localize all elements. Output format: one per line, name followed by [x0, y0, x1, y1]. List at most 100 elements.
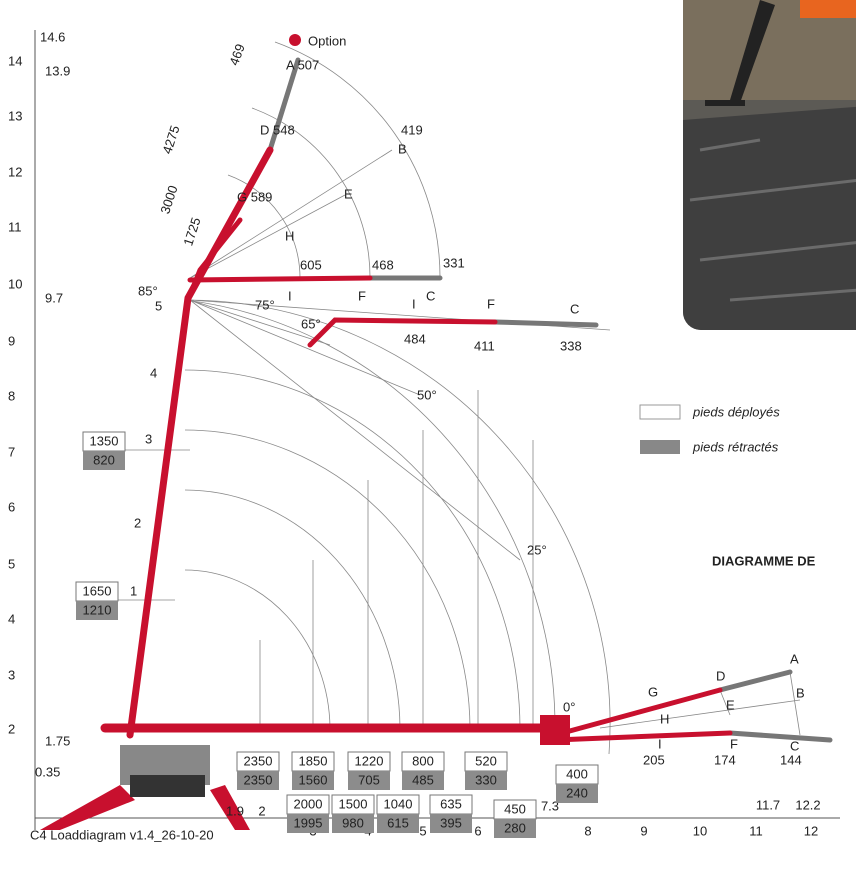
dimension: 469	[226, 42, 248, 68]
reach-arcs	[110, 41, 801, 755]
x-axis-label: 10	[693, 823, 707, 838]
load-box-retracted	[83, 451, 125, 470]
section-number: 1	[130, 583, 137, 598]
x-axis-label: 12	[804, 823, 818, 838]
boom-label: B	[398, 141, 407, 156]
load-box-retracted	[287, 814, 329, 833]
angle-label: 0°	[563, 699, 575, 714]
load-retracted: 395	[440, 815, 462, 830]
x-axis-label: 11.7	[756, 797, 780, 812]
load-box: 2000 1995	[286, 794, 330, 833]
load-deployed: 2350	[244, 753, 273, 768]
x-axis-label: 5	[419, 823, 426, 838]
load-box: 1220 705	[347, 751, 391, 790]
boom-label: E	[726, 697, 735, 712]
boom-label: H	[660, 711, 669, 726]
y-axis-label: 14	[8, 53, 22, 68]
y-axis-label: 12	[8, 164, 22, 179]
load-deployed: 520	[475, 753, 497, 768]
load-deployed: 1350	[90, 433, 119, 448]
y-axis-label: 3	[8, 667, 15, 682]
heading: DIAGRAMME DE	[712, 553, 816, 568]
load-retracted: 2350	[244, 772, 273, 787]
boom-label: H	[285, 228, 294, 243]
boom-label: 205	[643, 752, 665, 767]
load-box-retracted	[494, 819, 536, 838]
load-box: 1350 820	[82, 431, 126, 470]
load-deployed: 1500	[339, 796, 368, 811]
y-axis-label: 10	[8, 276, 22, 291]
boom-label: 338	[560, 338, 582, 353]
legend-label: pieds déployés	[692, 404, 780, 419]
y-axis-label: 2	[8, 721, 15, 736]
y-axis-label: 1.75	[45, 733, 70, 748]
boom-label: 468	[372, 257, 394, 272]
boom-label: I	[658, 736, 662, 751]
load-deployed: 400	[566, 766, 588, 781]
y-axis-label: 9.7	[45, 290, 63, 305]
boom-label: Option	[308, 33, 346, 48]
angle-label: 50°	[417, 387, 437, 402]
boom-label: G 589	[237, 189, 272, 204]
section-number: 3	[145, 431, 152, 446]
load-retracted: 980	[342, 815, 364, 830]
load-retracted: 820	[93, 452, 115, 467]
load-retracted: 240	[566, 785, 588, 800]
load-retracted: 330	[475, 772, 497, 787]
y-axis-label: 4	[8, 611, 15, 626]
boom-label: I	[288, 288, 292, 303]
load-box: 2350 2350	[236, 751, 280, 790]
y-axis-label: 5	[8, 556, 15, 571]
dimension: 1725	[180, 216, 203, 248]
angle-label: 75°	[255, 297, 275, 312]
y-axis-label: 6	[8, 499, 15, 514]
load-retracted: 1210	[83, 602, 112, 617]
photo	[683, 0, 856, 330]
legend-swatch-deployed	[639, 404, 681, 420]
boom-label: C	[790, 738, 799, 753]
load-box-retracted	[348, 771, 390, 790]
load-retracted: 1560	[299, 772, 328, 787]
angle-label: 25°	[527, 542, 547, 557]
load-retracted: 1995	[294, 815, 323, 830]
load-deployed: 1650	[83, 583, 112, 598]
crane	[40, 34, 833, 830]
y-axis-label: 8	[8, 388, 15, 403]
section-number: 2	[134, 515, 141, 530]
load-box: 1850 1560	[291, 751, 335, 790]
x-axis-label: 7.3	[541, 798, 559, 813]
boom-label: I	[412, 296, 416, 311]
load-retracted: 615	[387, 815, 409, 830]
load-box: 1040 615	[376, 794, 420, 833]
dimension: 4275	[159, 124, 182, 156]
y-axis-label: 0.35	[35, 764, 60, 779]
boom-label: 411	[474, 338, 495, 353]
labels: 14.61413.9131211109.7987654321.750.351.9…	[8, 29, 821, 842]
load-deployed: 1040	[384, 796, 413, 811]
legend-label: pieds rétractés	[692, 439, 779, 454]
x-axis-label: 12.2	[795, 797, 820, 812]
dimension: 3000	[157, 184, 180, 216]
x-axis-label: 8	[584, 823, 591, 838]
angle-label: 65°	[301, 316, 321, 331]
load-box-retracted	[332, 814, 374, 833]
legend-swatch-retracted	[640, 440, 680, 454]
x-axis-label: 11	[749, 823, 763, 838]
load-deployed: 450	[504, 801, 526, 816]
footer: C4 Loaddiagram v1.4_26-10-20	[30, 827, 214, 842]
boom-label: A 507	[286, 57, 319, 72]
boom-label: D	[716, 668, 725, 683]
load-box-retracted	[430, 814, 472, 833]
x-axis-label: 2	[258, 803, 265, 818]
load-deployed: 800	[412, 753, 434, 768]
load-deployed: 2000	[294, 796, 323, 811]
boom-label: 419	[401, 122, 423, 137]
y-axis-label: 13	[8, 108, 22, 123]
angle-label: 85°	[138, 283, 158, 298]
